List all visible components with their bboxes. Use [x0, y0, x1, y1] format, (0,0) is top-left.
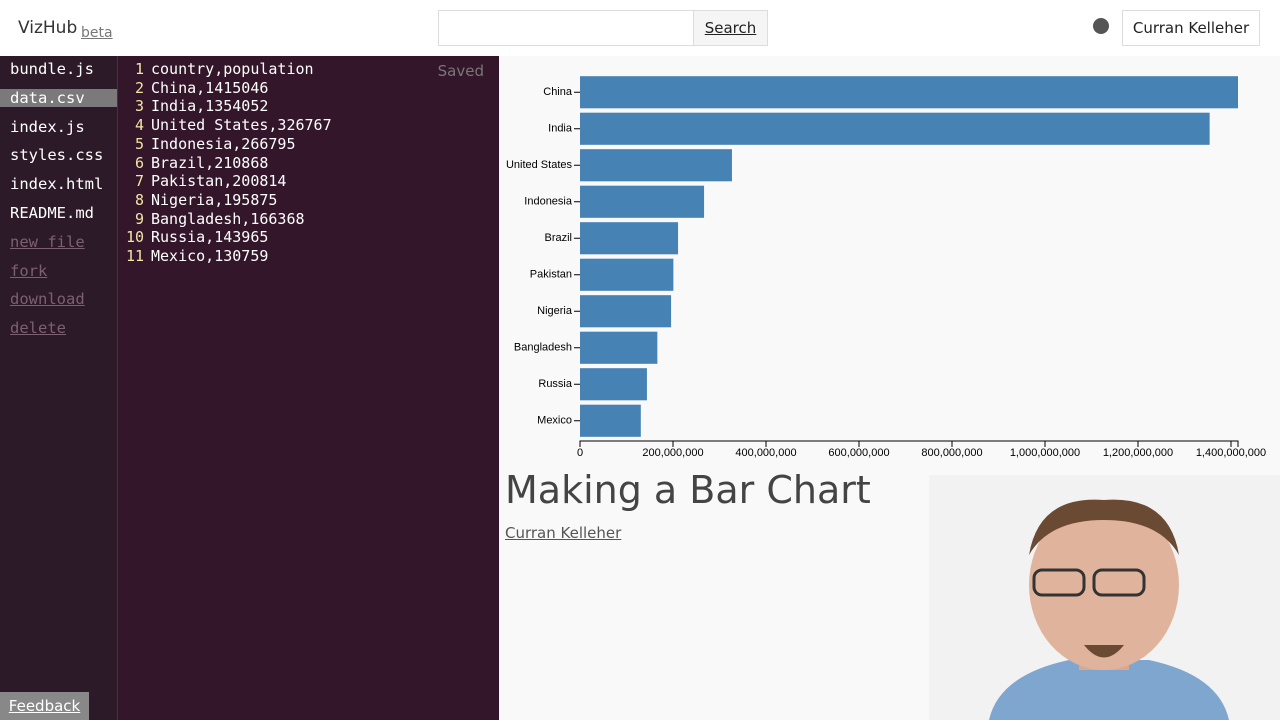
code-line: United States,326767	[151, 116, 332, 135]
x-tick-label: 1,200,000,000	[1103, 447, 1173, 459]
x-tick-label: 400,000,000	[735, 447, 796, 459]
x-tick-label: 200,000,000	[642, 447, 703, 459]
line-number: 4	[134, 116, 144, 135]
code-line: Brazil,210868	[151, 153, 269, 172]
code-line: India,1354052	[151, 97, 269, 116]
beta-badge[interactable]: beta	[81, 25, 113, 41]
line-number: 2	[134, 78, 144, 97]
bar	[580, 149, 732, 182]
y-tick-label: Brazil	[544, 232, 572, 244]
x-tick-label: 800,000,000	[921, 447, 982, 459]
y-tick-label: Mexico	[537, 415, 572, 427]
code-line: Russia,143965	[151, 228, 269, 247]
file-item[interactable]: README.md	[10, 204, 94, 222]
file-item[interactable]: bundle.js	[10, 60, 94, 78]
shirt	[989, 660, 1229, 720]
code-line: Mexico,130759	[151, 247, 269, 265]
x-tick-label: 600,000,000	[828, 447, 889, 459]
bar	[580, 222, 679, 255]
glasses	[1032, 568, 1086, 597]
beard	[1084, 645, 1124, 658]
code-line: Bangladesh,166368	[151, 209, 305, 228]
y-tick-label: China	[543, 86, 573, 98]
bar	[580, 76, 1238, 109]
top-bar: VizHub beta Search Curran Kelleher	[0, 0, 1280, 56]
user-button[interactable]: Curran Kelleher	[1122, 10, 1260, 46]
line-number: 6	[134, 153, 144, 172]
bar	[580, 185, 705, 218]
line-number: 11	[125, 247, 144, 265]
y-tick-label: India	[548, 123, 573, 135]
file-item[interactable]: index.html	[10, 175, 104, 194]
x-tick-label: 1,400,000,000	[1196, 447, 1266, 459]
y-tick-label: Pakistan	[530, 269, 572, 281]
author-link[interactable]: Curran Kelleher	[505, 524, 622, 542]
sidebar-action[interactable]: download	[10, 290, 85, 309]
webcam-video	[929, 475, 1280, 720]
code-line: China,1415046	[151, 78, 269, 97]
save-status: Saved	[437, 62, 484, 80]
line-number: 9	[134, 209, 144, 228]
bar	[580, 112, 1210, 145]
file-item[interactable]: index.js	[10, 117, 85, 136]
bar-chart: China India United States Indonesia Brazil Pa…	[506, 76, 1266, 459]
bar	[580, 331, 658, 364]
code-line: Pakistan,200814	[151, 172, 287, 191]
y-tick-label: Russia	[538, 378, 573, 390]
sidebar-action[interactable]: new file	[10, 232, 85, 251]
preview: China India United States Indonesia Brazil Pa…	[499, 56, 1280, 720]
sidebar-action[interactable]: fork	[10, 261, 48, 280]
x-tick-label: 1,000,000,000	[1010, 447, 1080, 459]
glasses	[1092, 568, 1146, 597]
line-number: 10	[125, 228, 144, 247]
line-number: 7	[134, 172, 144, 191]
search-button[interactable]: Search	[693, 10, 768, 46]
hair	[1029, 499, 1179, 555]
github-icon[interactable]	[1093, 18, 1109, 34]
code-line: Nigeria,195875	[151, 190, 278, 209]
face	[1029, 500, 1179, 670]
line-number: 5	[134, 134, 144, 153]
feedback-button[interactable]: Feedback	[0, 692, 89, 720]
sidebar-action[interactable]: delete	[10, 319, 66, 338]
search-input[interactable]	[438, 10, 694, 46]
y-tick-label: Nigeria	[537, 305, 573, 317]
bar	[580, 404, 641, 437]
code-editor[interactable]: Saved 1 country,population 2 China,1415046 3…	[117, 56, 500, 720]
y-tick-label: Indonesia	[524, 196, 573, 208]
bar	[580, 368, 647, 401]
line-number: 3	[134, 97, 144, 116]
article-title: Making a Bar Chart	[505, 468, 871, 512]
x-tick-label: 0	[577, 447, 583, 459]
line-number: 1	[134, 60, 144, 78]
file-item[interactable]: styles.css	[10, 146, 104, 165]
file-item[interactable]: data.csv	[0, 88, 117, 107]
line-number: 8	[134, 190, 144, 209]
y-tick-label: Bangladesh	[514, 342, 572, 354]
bar	[580, 295, 672, 328]
code-line: country,population	[151, 60, 314, 78]
file-sidebar: bundle.js data.csv index.js styles.css index…	[0, 56, 117, 720]
bar	[580, 258, 674, 291]
brand[interactable]: VizHub	[18, 18, 78, 38]
y-tick-label: United States	[506, 159, 573, 171]
code-line: Indonesia,266795	[151, 134, 296, 153]
